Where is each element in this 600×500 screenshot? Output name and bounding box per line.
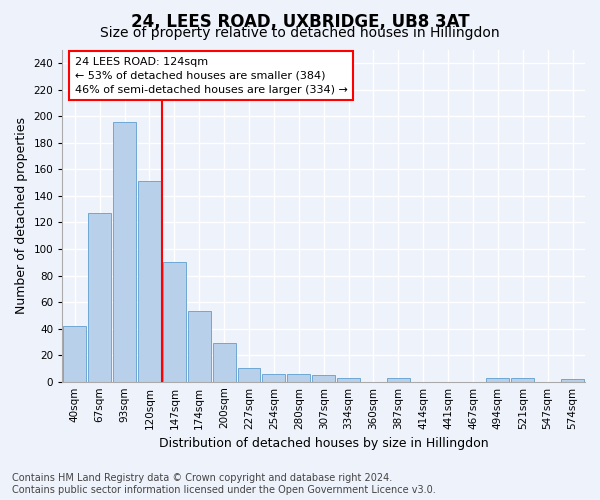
Bar bbox=[212, 343, 236, 382]
Bar bbox=[163, 262, 186, 382]
Text: 24, LEES ROAD, UXBRIDGE, UB8 3AT: 24, LEES ROAD, UXBRIDGE, UB8 3AT bbox=[131, 12, 469, 30]
Bar bbox=[64, 326, 86, 382]
Bar bbox=[487, 378, 509, 382]
Bar bbox=[312, 375, 335, 382]
Bar bbox=[387, 378, 410, 382]
Bar bbox=[287, 374, 310, 382]
Text: 24 LEES ROAD: 124sqm
← 53% of detached houses are smaller (384)
46% of semi-deta: 24 LEES ROAD: 124sqm ← 53% of detached h… bbox=[75, 56, 347, 94]
Text: Size of property relative to detached houses in Hillingdon: Size of property relative to detached ho… bbox=[100, 26, 500, 40]
Bar bbox=[138, 182, 161, 382]
Bar bbox=[88, 213, 111, 382]
Bar bbox=[337, 378, 360, 382]
Bar bbox=[113, 122, 136, 382]
X-axis label: Distribution of detached houses by size in Hillingdon: Distribution of detached houses by size … bbox=[159, 437, 488, 450]
Bar bbox=[511, 378, 534, 382]
Bar bbox=[188, 312, 211, 382]
Bar bbox=[561, 379, 584, 382]
Y-axis label: Number of detached properties: Number of detached properties bbox=[15, 118, 28, 314]
Bar bbox=[238, 368, 260, 382]
Text: Contains HM Land Registry data © Crown copyright and database right 2024.
Contai: Contains HM Land Registry data © Crown c… bbox=[12, 474, 436, 495]
Bar bbox=[262, 374, 286, 382]
